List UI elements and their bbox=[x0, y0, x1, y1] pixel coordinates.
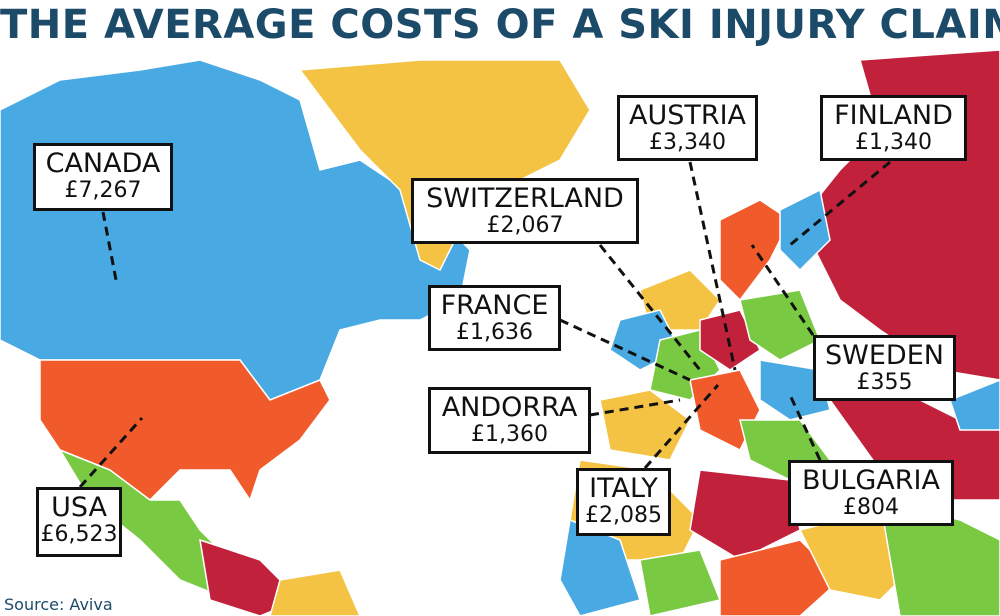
source: Source: Aviva bbox=[4, 595, 113, 614]
country-name: SWITZERLAND bbox=[426, 183, 624, 214]
leader-line bbox=[559, 318, 691, 382]
country-name: FINLAND bbox=[834, 100, 953, 131]
callout: BULGARIA £804 bbox=[788, 460, 954, 526]
country-name: USA bbox=[51, 492, 107, 523]
country-name: FRANCE bbox=[440, 290, 549, 321]
claim-cost: £2,067 bbox=[486, 212, 564, 238]
callout: ANDORRA £1,360 bbox=[428, 387, 591, 454]
leader-line bbox=[789, 160, 891, 247]
country-name: AUSTRIA bbox=[628, 100, 747, 131]
claim-cost: £6,523 bbox=[40, 521, 118, 547]
landmass bbox=[0, 49, 1000, 616]
leader-line bbox=[101, 211, 119, 286]
claim-cost: £355 bbox=[856, 369, 913, 395]
callout: FRANCE £1,636 bbox=[428, 285, 561, 351]
callout: ITALY £2,085 bbox=[576, 468, 671, 536]
leader-line bbox=[750, 244, 815, 336]
leader-line bbox=[643, 384, 720, 469]
claim-cost: £1,360 bbox=[471, 421, 548, 447]
callout: SWITZERLAND £2,067 bbox=[411, 178, 639, 244]
claim-cost: £804 bbox=[843, 494, 899, 520]
leader-line bbox=[688, 161, 737, 371]
claim-cost: £2,085 bbox=[585, 502, 662, 528]
country-name: BULGARIA bbox=[802, 465, 940, 496]
country-name: SWEDEN bbox=[825, 340, 944, 371]
leader-line bbox=[589, 398, 681, 417]
callout: CANADA £7,267 bbox=[33, 143, 173, 211]
title: THE AVERAGE COSTS OF A SKI INJURY CLAIM bbox=[0, 2, 1000, 48]
country-name: CANADA bbox=[45, 148, 161, 179]
claim-cost: £3,340 bbox=[649, 129, 726, 155]
country-name: ITALY bbox=[589, 473, 658, 504]
claim-cost: £1,340 bbox=[855, 129, 932, 155]
leader-line bbox=[78, 416, 144, 489]
claim-cost: £7,267 bbox=[64, 177, 142, 203]
callout: USA £6,523 bbox=[36, 487, 122, 557]
claim-cost: £1,636 bbox=[456, 319, 533, 345]
callout: SWEDEN £355 bbox=[813, 335, 956, 401]
country-name: ANDORRA bbox=[441, 392, 578, 423]
callout: AUSTRIA £3,340 bbox=[617, 95, 758, 161]
callout: FINLAND £1,340 bbox=[820, 95, 967, 161]
leader-line bbox=[598, 244, 702, 371]
leader-line bbox=[788, 394, 822, 461]
